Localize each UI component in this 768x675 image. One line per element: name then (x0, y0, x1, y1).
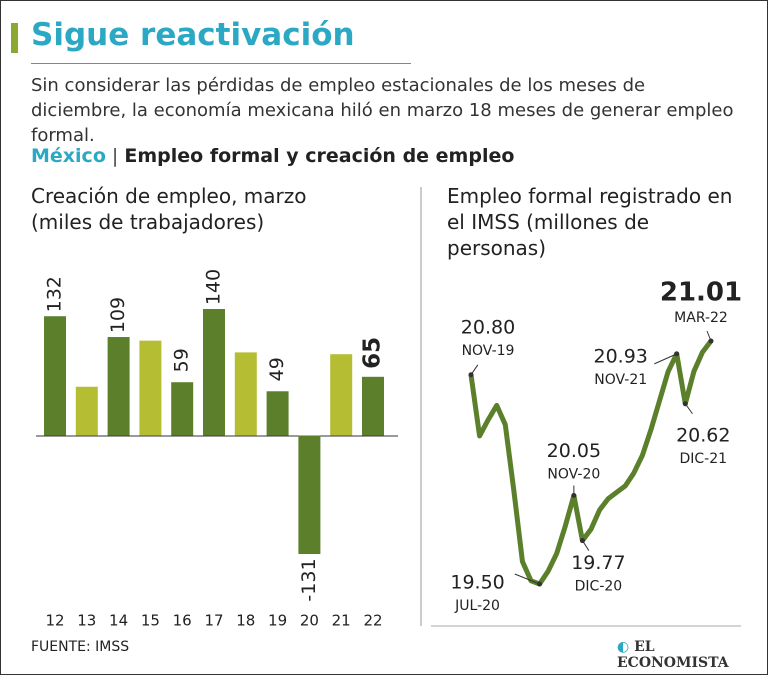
point (571, 492, 577, 498)
accent (11, 23, 18, 53)
value-label: 140 (203, 269, 225, 305)
bar (330, 354, 353, 436)
point (579, 538, 585, 544)
point (708, 338, 714, 344)
date-label: JUL-20 (454, 598, 500, 614)
date-label: NOV-20 (547, 466, 600, 482)
date-label: DIC-21 (680, 451, 728, 467)
value-label: 20.62 (676, 424, 730, 446)
section-heading: México | Empleo formal y creación de emp… (31, 145, 515, 167)
bar (107, 337, 130, 436)
x-tick-label: 16 (173, 612, 192, 630)
x-tick-label: 17 (204, 612, 223, 630)
x-tick-label: 22 (363, 612, 382, 630)
subtitle: Sin considerar las pérdidas de empleo es… (31, 75, 734, 146)
bar (171, 382, 194, 436)
point (537, 581, 543, 587)
value-label: 19.77 (571, 552, 625, 574)
value-label: -131 (298, 558, 320, 601)
value-label: 109 (107, 297, 129, 333)
logo: ◐ EL ECONOMISTA (617, 639, 729, 671)
date-label: MAR-22 (674, 310, 728, 326)
point (468, 372, 474, 378)
x-tick-label: 12 (45, 612, 64, 630)
x-tick-label: 21 (332, 612, 351, 630)
chart-title: Empleo formal registrado en el IMSS (mil… (447, 184, 733, 260)
value-label: 21.01 (660, 278, 742, 308)
leader (514, 573, 540, 585)
source: FUENTE: IMSS (31, 639, 130, 655)
chart-title: Creación de empleo, marzo (miles de trab… (31, 184, 307, 234)
bar (266, 391, 289, 436)
bar (139, 340, 162, 436)
x-tick-label: 14 (109, 612, 128, 630)
logo-text: EL ECONOMISTA (617, 639, 729, 671)
bar (75, 386, 98, 436)
date-label: DIC-20 (575, 579, 623, 595)
bar (44, 316, 66, 436)
value-label: 20.80 (461, 316, 515, 338)
date-label: NOV-19 (462, 343, 515, 359)
leader (654, 353, 677, 365)
x-tick-label: 13 (77, 612, 96, 630)
bar (362, 376, 384, 436)
x-tick-label: 15 (141, 612, 160, 630)
point (682, 401, 688, 407)
x-tick-label: 20 (300, 612, 319, 630)
value-label: 132 (44, 276, 66, 312)
section: Empleo formal y creación de empleo (124, 145, 515, 167)
date-label: NOV-21 (594, 372, 647, 388)
value-label: 49 (266, 357, 288, 381)
bar (234, 352, 257, 436)
value-label: 20.05 (547, 440, 601, 462)
rule (31, 63, 411, 64)
country: México (31, 145, 106, 167)
point (674, 351, 680, 357)
bar (298, 435, 321, 554)
value-label: 20.93 (594, 345, 648, 367)
bar (203, 309, 225, 436)
x-tick-label: 18 (236, 612, 255, 630)
value-label: 65 (359, 337, 385, 369)
line (468, 339, 713, 587)
value-label: 19.50 (450, 572, 504, 594)
title: Sigue reactivación (31, 17, 355, 53)
value-label: 59 (171, 348, 193, 372)
x-tick-label: 19 (268, 612, 287, 630)
